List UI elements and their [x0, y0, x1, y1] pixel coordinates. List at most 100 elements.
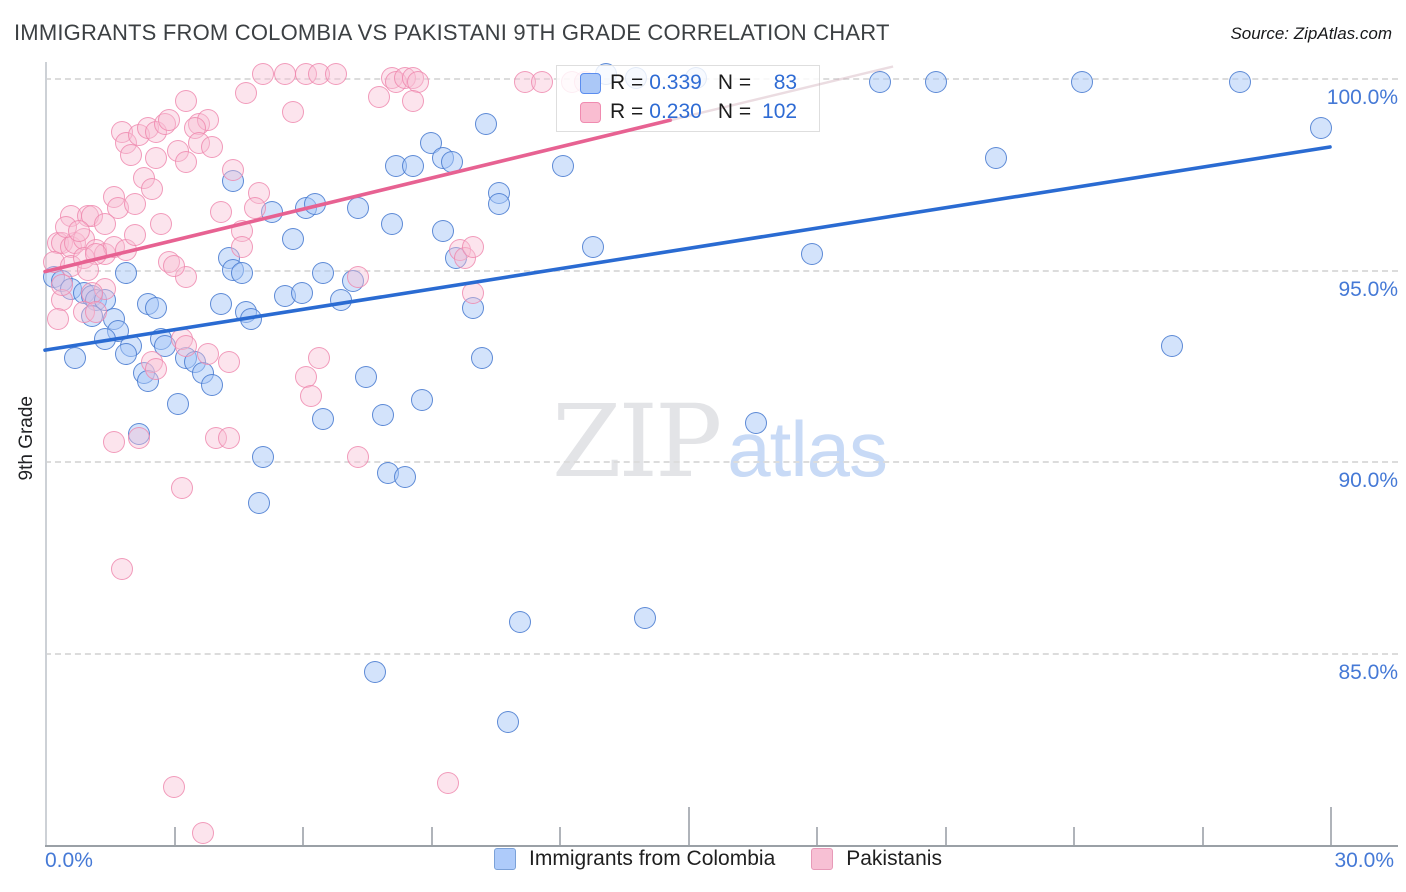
point-colombia-72: [1229, 70, 1252, 93]
r-label: R =: [610, 100, 644, 123]
point-pakistanis-83: [128, 427, 151, 450]
y-axis-line: [45, 62, 47, 845]
point-colombia-81: [633, 607, 656, 630]
point-pakistanis-14: [282, 101, 305, 124]
point-pakistanis-73: [196, 342, 219, 365]
point-colombia-66: [800, 243, 823, 266]
n-value-colombia: 83: [773, 71, 798, 94]
point-colombia-52: [355, 365, 378, 388]
point-pakistanis-87: [530, 70, 553, 93]
point-colombia-2: [402, 155, 425, 178]
point-colombia-13: [282, 227, 305, 250]
point-pakistanis-32: [141, 178, 164, 201]
pakistanis-legend-swatch: [580, 101, 601, 123]
point-colombia-64: [488, 193, 511, 216]
point-pakistanis-13: [175, 89, 198, 112]
x-tick-9: [430, 827, 433, 845]
point-colombia-19: [115, 262, 138, 285]
point-colombia-79: [363, 661, 386, 684]
bottom-legend-item-colombia: Immigrants from Colombia: [494, 847, 775, 871]
point-colombia-61: [475, 112, 498, 135]
point-colombia-71: [1070, 70, 1093, 93]
point-pakistanis-92: [171, 477, 194, 500]
x-axis-min-label: 0.0%: [45, 849, 93, 872]
point-colombia-69: [745, 411, 768, 434]
point-colombia-49: [201, 373, 224, 396]
point-colombia-56: [252, 446, 275, 469]
point-pakistanis-1: [273, 63, 296, 86]
point-colombia-82: [496, 710, 519, 733]
colombia-label: Immigrants from Colombia: [529, 847, 776, 870]
point-pakistanis-78: [346, 266, 369, 289]
point-colombia-16: [231, 262, 254, 285]
point-colombia-75: [1160, 335, 1183, 358]
colombia-legend-swatch: [580, 72, 601, 94]
point-pakistanis-95: [436, 772, 459, 795]
point-pakistanis-43: [209, 201, 232, 224]
point-colombia-41: [115, 342, 138, 365]
point-pakistanis-4: [325, 63, 348, 86]
n-label: N =: [717, 71, 752, 94]
colombia-swatch: [494, 848, 517, 870]
point-colombia-62: [552, 155, 575, 178]
point-pakistanis-101: [119, 143, 142, 166]
point-colombia-38: [63, 346, 86, 369]
point-colombia-10: [380, 212, 403, 235]
point-colombia-54: [410, 388, 433, 411]
x-tick-30: [1330, 807, 1332, 845]
point-colombia-29: [145, 296, 168, 319]
point-colombia-65: [582, 235, 605, 258]
point-pakistanis-10: [235, 82, 258, 105]
source-credit: Source: ZipAtlas.com: [1230, 24, 1392, 43]
point-colombia-11: [432, 220, 455, 243]
pakistanis-label: Pakistanis: [846, 847, 942, 870]
point-colombia-80: [509, 611, 532, 634]
point-colombia-30: [209, 293, 232, 316]
point-pakistanis-23: [158, 109, 181, 132]
point-pakistanis-94: [162, 776, 185, 799]
point-pakistanis-26: [201, 135, 224, 158]
bottom-legend: Immigrants from Colombia Pakistanis: [0, 847, 1406, 871]
n-value-pakistanis: 102: [762, 100, 798, 123]
point-pakistanis-77: [308, 346, 331, 369]
point-colombia-35: [329, 289, 352, 312]
pakistanis-swatch: [811, 848, 834, 870]
point-pakistanis-96: [192, 822, 215, 845]
point-colombia-39: [93, 327, 116, 350]
point-colombia-60: [869, 70, 892, 93]
point-pakistanis-27: [145, 147, 168, 170]
point-colombia-34: [291, 281, 313, 304]
point-colombia-74: [984, 147, 1007, 170]
point-colombia-68: [470, 346, 493, 369]
point-colombia-73: [1310, 116, 1333, 139]
x-tick-27: [1201, 827, 1204, 845]
x-tick-15: [687, 807, 690, 845]
point-colombia-70: [924, 70, 947, 93]
point-colombia-5: [440, 151, 463, 174]
point-pakistanis-91: [346, 446, 369, 469]
point-pakistanis-12: [402, 89, 425, 112]
point-colombia-78: [248, 492, 271, 515]
legend-row-pakistanis: R = 0.230 N = 102: [556, 99, 818, 125]
point-pakistanis-29: [175, 151, 198, 174]
page-title: IMMIGRANTS FROM COLOMBIA VS PAKISTANI 9T…: [14, 20, 890, 45]
x-axis-max-label: 30.0%: [1334, 849, 1394, 872]
y-tick-label-100: 100.0%: [1326, 86, 1398, 109]
point-pakistanis-76: [299, 385, 322, 408]
x-tick-21: [944, 827, 947, 845]
point-pakistanis-82: [102, 431, 125, 454]
point-pakistanis-41: [93, 212, 116, 235]
point-pakistanis-42: [149, 212, 172, 235]
point-pakistanis-11: [368, 86, 391, 109]
point-pakistanis-0: [252, 63, 275, 86]
n-label: N =: [717, 100, 752, 123]
point-pakistanis-93: [111, 557, 134, 580]
point-pakistanis-100: [51, 273, 74, 296]
bottom-legend-item-pakistanis: Pakistanis: [811, 847, 942, 871]
x-tick-12: [559, 827, 561, 845]
point-pakistanis-66: [46, 308, 69, 331]
r-value-pakistanis: 0.230: [649, 100, 702, 123]
point-pakistanis-68: [162, 254, 185, 277]
point-colombia-53: [372, 404, 395, 427]
